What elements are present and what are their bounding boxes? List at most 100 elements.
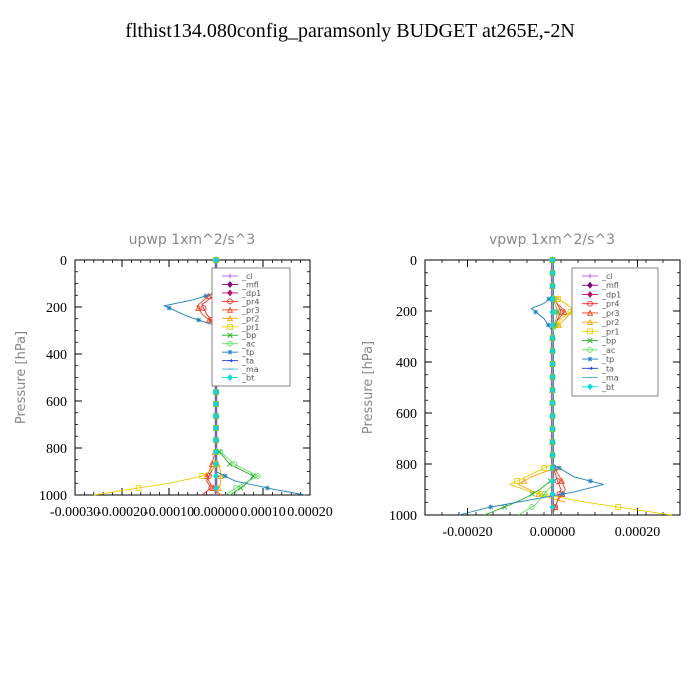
data-point (217, 472, 224, 479)
vpwp-panel: vpwp 1xm^2/s^3 Pressure [hPa] 0 200 400 600 80… (361, 232, 681, 540)
data-point (615, 504, 622, 510)
data-point (213, 484, 219, 492)
legend-marker (587, 337, 593, 344)
legend-marker (587, 290, 593, 298)
data-point (213, 448, 219, 456)
page-title: flthist134.080config_paramsonly BUDGET a… (125, 20, 575, 42)
series-line (484, 260, 558, 516)
data-point (549, 477, 556, 485)
data-point (549, 282, 556, 290)
legend-label: _ma (241, 365, 259, 374)
legend-label: _tp (601, 355, 614, 364)
legend-marker (227, 349, 233, 355)
y-tick-label: 1000 (39, 489, 67, 504)
legend-label: _pr1 (601, 327, 619, 336)
y-tick-label: 800 (46, 442, 67, 457)
data-point (529, 491, 535, 497)
data-point (521, 477, 528, 484)
x-tick-label: -0.00010 (144, 505, 194, 520)
data-point (546, 296, 552, 302)
legend-label: _dp1 (601, 290, 621, 299)
data-point (213, 472, 219, 480)
x-tick-label: -0.00020 (97, 505, 147, 520)
data-point (549, 425, 556, 433)
legend-label: _pr4 (241, 297, 259, 306)
legend-label: _ac (601, 346, 615, 355)
data-point (549, 373, 556, 381)
x-tick-label: 0.00000 (530, 525, 576, 540)
legend: _cl_mfl_dp1_pr4_pr3_pr2_pr1_bp_ac_tp_ta_… (571, 267, 659, 397)
data-point (549, 464, 556, 472)
legend-marker (227, 340, 233, 347)
data-point (233, 485, 239, 491)
legend-marker (587, 383, 593, 391)
legend-marker (587, 366, 594, 371)
data-point (549, 490, 556, 498)
data-point (200, 305, 207, 311)
legend-label: _ta (601, 364, 614, 373)
legend-marker (587, 356, 593, 362)
y-tick-label: 200 (46, 301, 67, 316)
data-point (558, 477, 565, 484)
data-point (549, 295, 556, 303)
data-point (264, 485, 270, 491)
legend-label: _dp1 (241, 289, 261, 298)
legend-marker (586, 318, 594, 326)
series-bt (549, 256, 556, 515)
data-point (549, 451, 556, 459)
legend-label: _tp (241, 348, 254, 357)
x-tick-label: -0.00030 (50, 505, 100, 520)
legend-marker (226, 306, 234, 313)
legend-marker (587, 281, 593, 289)
data-point (514, 478, 520, 484)
x-tick-label: 0.00010 (240, 505, 286, 520)
x-tick-label: 0.00020 (615, 525, 661, 540)
data-point (541, 465, 548, 471)
legend-label: _cl (601, 272, 613, 281)
legend-marker (587, 273, 593, 279)
legend-marker (226, 314, 234, 322)
data-point (213, 436, 219, 444)
series-bp (484, 257, 560, 516)
legend-label: _ta (241, 357, 254, 366)
data-point (561, 308, 568, 315)
data-point (222, 473, 228, 479)
legend-marker (227, 280, 233, 288)
data-point (213, 256, 219, 264)
x-tick-label: 0.00000 (193, 505, 239, 520)
data-point (195, 304, 202, 311)
data-point (549, 269, 556, 277)
legend-label: _cl (241, 272, 253, 281)
data-point (549, 360, 556, 368)
data-point (556, 465, 562, 471)
data-point (488, 504, 494, 510)
data-point (213, 400, 219, 408)
legend-marker (587, 346, 593, 353)
data-point (203, 293, 209, 299)
data-point (533, 309, 539, 315)
data-point (560, 491, 566, 497)
y-tick-label: 600 (46, 395, 67, 410)
data-point (549, 386, 556, 394)
legend-label: _mfl (241, 280, 259, 289)
data-point (213, 412, 219, 420)
y-tick-label: 600 (396, 407, 417, 422)
y-tick-label: 1000 (389, 509, 417, 524)
x-tick-label: -0.00020 (442, 525, 492, 540)
legend-label: _bt (241, 374, 254, 383)
legend-marker (227, 358, 234, 363)
legend-label: _bp (241, 331, 256, 340)
series-pr1 (93, 257, 229, 496)
panel-title: vpwp 1xm^2/s^3 (489, 232, 615, 248)
legend: _cl_mfl_dp1_pr4_pr3_pr2_pr1_bp_ac_tp_ta_… (211, 267, 291, 387)
data-point (213, 388, 219, 396)
legend-marker (227, 323, 233, 330)
data-point (255, 473, 261, 479)
legend-marker (227, 298, 233, 305)
data-point (549, 347, 556, 355)
data-point (205, 316, 213, 323)
legend-label: _ac (241, 340, 255, 349)
legend-label: _pr1 (241, 323, 259, 332)
y-tick-label: 400 (396, 356, 417, 371)
